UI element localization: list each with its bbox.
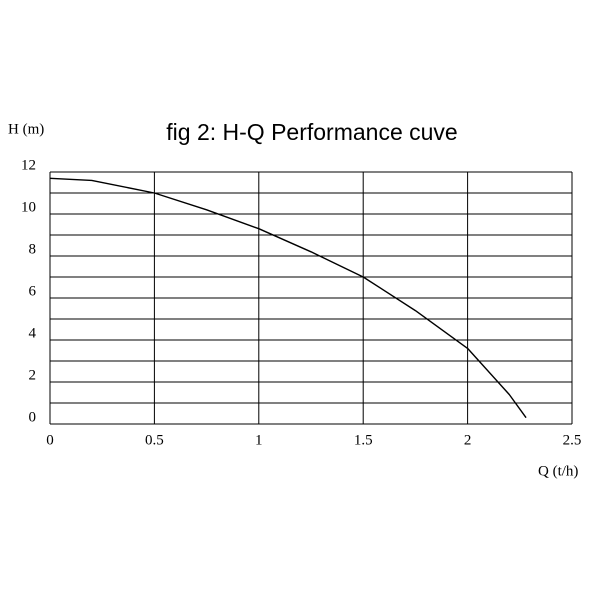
y-tick-label: 0 [29,409,37,425]
x-tick-label: 2 [464,432,472,448]
chart-title: fig 2: H-Q Performance cuve [166,119,457,145]
x-tick-label: 0 [46,432,54,448]
x-tick-label: 1 [255,432,263,448]
x-tick-label: 0.5 [145,432,164,448]
x-tick-label: 1.5 [354,432,373,448]
y-tick-label: 12 [21,157,36,173]
curve [49,177,527,419]
y-tick-label: 4 [29,325,37,341]
x-axis-label: Q (t/h) [538,463,578,479]
y-tick-label: 10 [21,199,36,215]
y-tick-label: 2 [29,367,37,383]
y-tick-label: 8 [29,241,37,257]
y-axis-label: H (m) [8,121,44,137]
y-tick-label: 6 [29,283,37,299]
x-tick-label: 2.5 [563,432,582,448]
